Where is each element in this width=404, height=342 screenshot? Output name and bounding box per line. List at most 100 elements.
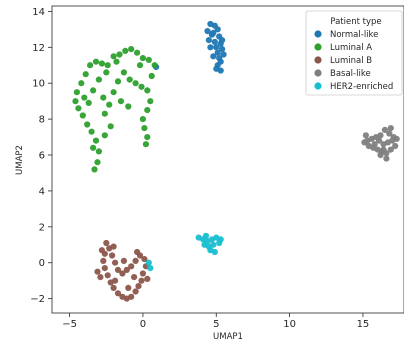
data-point-her2-enriched xyxy=(210,241,217,248)
data-point-luminal-a xyxy=(136,62,144,69)
legend-marker xyxy=(314,30,322,38)
data-point-luminal-b xyxy=(103,239,110,247)
data-point-basal-like xyxy=(362,132,369,139)
legend-label: Basal-like xyxy=(330,69,371,79)
data-point-normal-like xyxy=(208,31,215,38)
y-tick-label: 8 xyxy=(39,115,45,126)
data-point-basal-like xyxy=(377,151,384,159)
data-point-luminal-a xyxy=(144,134,151,141)
data-point-luminal-b xyxy=(114,290,122,297)
legend-marker xyxy=(314,43,322,51)
data-point-luminal-b xyxy=(94,268,101,275)
legend-frame xyxy=(305,10,403,96)
series-normal-like xyxy=(153,20,227,74)
data-point-luminal-b xyxy=(144,275,151,282)
legend-entries: Normal-like Luminal A Luminal B Basal-like H… xyxy=(314,30,393,92)
data-point-luminal-a xyxy=(100,94,107,101)
data-point-luminal-a xyxy=(128,46,135,53)
data-point-her2-enriched xyxy=(202,232,210,239)
data-point-luminal-a xyxy=(88,128,95,135)
series-her2-enriched xyxy=(145,232,224,272)
data-point-luminal-b xyxy=(131,274,138,281)
data-point-luminal-a xyxy=(79,112,86,119)
data-point-luminal-a xyxy=(107,123,114,130)
data-point-luminal-a xyxy=(126,76,133,83)
data-point-luminal-b xyxy=(134,248,141,256)
data-point-luminal-a xyxy=(101,110,108,117)
data-point-luminal-a xyxy=(117,98,124,105)
data-point-basal-like xyxy=(387,125,394,132)
legend-title: Patient type xyxy=(330,17,381,27)
data-point-luminal-a xyxy=(106,101,113,108)
data-point-luminal-a xyxy=(144,107,151,114)
data-point-luminal-b xyxy=(135,283,142,290)
data-point-luminal-b xyxy=(139,270,146,277)
data-point-luminal-a xyxy=(139,116,146,123)
x-tick-label: 0 xyxy=(140,319,146,330)
data-point-her2-enriched xyxy=(147,265,154,272)
data-point-luminal-b xyxy=(110,284,117,291)
data-point-luminal-a xyxy=(144,87,151,94)
data-point-luminal-b xyxy=(104,272,111,279)
data-point-luminal-a xyxy=(92,58,100,65)
data-point-normal-like xyxy=(207,44,214,51)
data-point-basal-like xyxy=(371,141,378,148)
y-tick-label: 12 xyxy=(32,43,45,54)
data-point-normal-like xyxy=(214,49,221,56)
data-point-her2-enriched xyxy=(145,259,152,266)
data-point-luminal-a xyxy=(110,89,117,96)
data-point-luminal-b xyxy=(101,265,108,272)
data-point-luminal-b xyxy=(141,256,148,263)
data-point-normal-like xyxy=(219,37,226,44)
legend-entry-normal-like: Normal-like xyxy=(314,30,378,40)
data-point-luminal-a xyxy=(145,56,152,64)
x-tick-label: 5 xyxy=(213,319,219,330)
series-luminal-b xyxy=(94,239,151,302)
legend-marker xyxy=(314,69,322,77)
data-point-luminal-a xyxy=(132,80,139,87)
data-point-basal-like xyxy=(380,146,387,153)
y-tick-label: 4 xyxy=(39,186,45,197)
data-point-luminal-a xyxy=(95,148,102,155)
data-point-luminal-a xyxy=(98,60,105,67)
data-point-luminal-a xyxy=(134,49,141,56)
data-point-luminal-a xyxy=(110,53,117,60)
data-point-luminal-a xyxy=(114,78,122,85)
legend-label: Luminal A xyxy=(330,43,372,53)
data-point-normal-like xyxy=(220,51,227,58)
legend-entry-luminal-b: Luminal B xyxy=(314,56,372,66)
data-point-luminal-a xyxy=(75,105,82,112)
data-point-luminal-b xyxy=(128,263,135,270)
series-luminal-a xyxy=(72,46,158,173)
data-point-luminal-a xyxy=(94,159,101,166)
data-point-luminal-a xyxy=(147,98,154,105)
data-point-basal-like xyxy=(387,146,394,153)
data-point-luminal-a xyxy=(73,89,80,96)
data-point-basal-like xyxy=(386,130,393,137)
x-tick-label: 10 xyxy=(283,319,296,330)
data-point-luminal-a xyxy=(113,58,120,65)
data-point-luminal-b xyxy=(100,257,107,264)
data-point-luminal-a xyxy=(122,47,129,55)
data-point-luminal-b xyxy=(112,259,119,266)
data-point-luminal-a xyxy=(90,87,97,94)
data-point-normal-like xyxy=(205,37,212,44)
data-point-her2-enriched xyxy=(211,248,218,256)
data-point-normal-like xyxy=(210,53,217,60)
data-point-luminal-b xyxy=(119,270,126,277)
data-point-luminal-a xyxy=(104,62,111,69)
series-basal-like xyxy=(361,125,400,162)
data-point-normal-like xyxy=(213,44,220,51)
data-point-basal-like xyxy=(381,126,388,133)
data-point-luminal-a xyxy=(138,83,145,90)
data-point-luminal-b xyxy=(128,293,135,300)
x-tick-label: 15 xyxy=(357,319,370,330)
data-point-luminal-b xyxy=(114,266,122,273)
data-point-luminal-a xyxy=(120,69,127,76)
ticks-layer: −5 0 5 10 15 −2 0 2 4 6 8 10 12 14 xyxy=(30,7,369,330)
legend-label: HER2-enriched xyxy=(330,82,393,92)
data-point-luminal-a xyxy=(91,166,98,173)
data-point-luminal-a xyxy=(90,144,97,151)
data-point-luminal-a xyxy=(125,103,132,110)
